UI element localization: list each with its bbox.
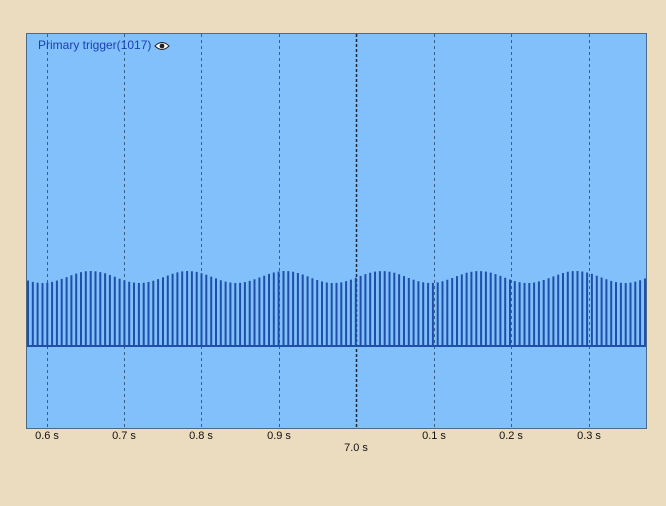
trace-name: Primary trigger(1017) xyxy=(38,38,152,52)
center-time-label: 7.0 s xyxy=(344,442,368,454)
x-tick-label: 0.7 s xyxy=(112,430,136,442)
x-tick-label: 0.8 s xyxy=(189,430,213,442)
trigger-plot-canvas xyxy=(27,34,646,428)
x-tick-label: 0.3 s xyxy=(577,430,601,442)
x-tick-label: 0.6 s xyxy=(35,430,59,442)
trigger-plot-area[interactable]: Primary trigger(1017) xyxy=(26,33,647,429)
trace-legend[interactable]: Primary trigger(1017) xyxy=(38,38,171,54)
x-tick-label: 0.9 s xyxy=(267,430,291,442)
x-tick-label: 0.2 s xyxy=(499,430,523,442)
eye-icon[interactable] xyxy=(154,40,171,54)
x-tick-label: 0.1 s xyxy=(422,430,446,442)
